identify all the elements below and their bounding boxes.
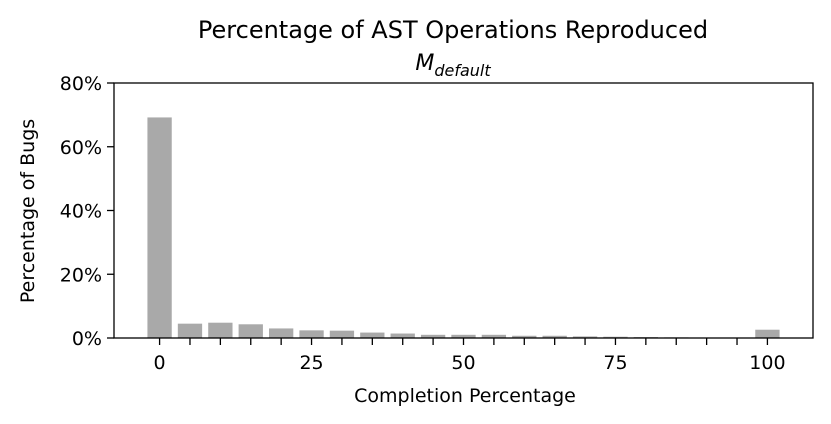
x-axis-label: Completion Percentage <box>354 385 576 407</box>
y-tick-label-60: 60% <box>60 137 102 159</box>
y-tick-label-20: 20% <box>60 264 102 286</box>
subtitle-main: M <box>415 51 434 76</box>
bar-50 <box>451 334 476 338</box>
x-tick-label-0: 0 <box>154 352 166 374</box>
bar-40 <box>390 333 415 338</box>
y-tick-label-40: 40% <box>60 201 102 223</box>
bar-70 <box>572 336 598 338</box>
bar-55 <box>481 334 507 338</box>
bar-25 <box>299 330 324 338</box>
bar-20 <box>269 328 294 338</box>
bar-35 <box>360 332 385 338</box>
bar-5 <box>177 323 203 338</box>
bar-45 <box>420 334 446 338</box>
x-tick-label-25: 25 <box>299 352 323 374</box>
plot-area: 0% 20% 40% 60% 80% 0 25 50 75 100 <box>60 73 814 374</box>
bar-30 <box>329 330 355 338</box>
bar-10 <box>208 322 233 338</box>
subtitle-subscript: default <box>434 61 491 80</box>
x-tick-label-100: 100 <box>749 352 785 374</box>
chart-subtitle: Mdefault <box>415 51 491 80</box>
y-axis-label: Percentage of Bugs <box>17 119 39 303</box>
bar-65 <box>542 335 567 338</box>
x-tick-label-50: 50 <box>451 352 475 374</box>
bar-15 <box>238 324 263 338</box>
bar-0 <box>147 117 172 339</box>
chart-title: Percentage of AST Operations Reproduced <box>198 16 708 44</box>
y-tick-label-80: 80% <box>60 73 102 95</box>
bar-60 <box>512 335 537 338</box>
bar-100 <box>755 329 780 338</box>
plot-frame <box>113 82 814 339</box>
x-tick-label-75: 75 <box>603 352 627 374</box>
y-tick-label-0: 0% <box>72 328 102 350</box>
